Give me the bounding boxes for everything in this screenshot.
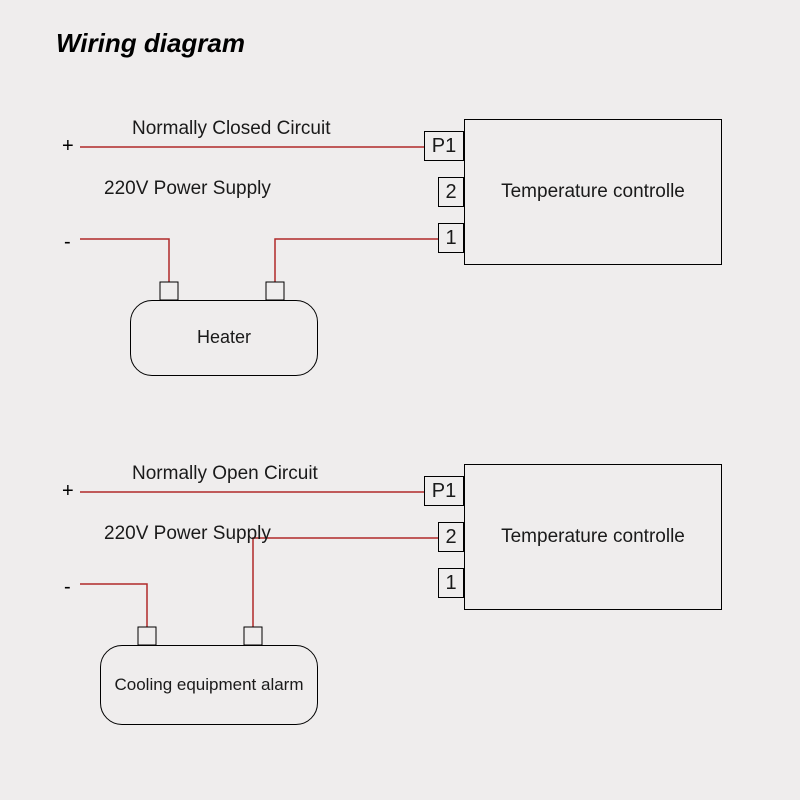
circuit-type-label-bottom: Normally Open Circuit: [132, 463, 318, 485]
terminal-1-bottom: 1: [438, 568, 464, 598]
terminal-p1-bottom: P1: [424, 476, 464, 506]
diagram-title: Wiring diagram: [56, 28, 245, 59]
wiring-diagram: { "title": { "text": "Wiring diagram", "…: [0, 0, 800, 800]
plus-sign-top: +: [62, 135, 74, 158]
minus-sign-top: -: [64, 231, 71, 254]
circuit-type-label-top: Normally Closed Circuit: [132, 118, 331, 140]
terminal-2-top: 2: [438, 177, 464, 207]
temperature-controller-bottom: Temperature controlle: [464, 464, 722, 610]
power-supply-label-top: 220V Power Supply: [104, 178, 271, 200]
minus-sign-bottom: -: [64, 576, 71, 599]
terminal-1-top: 1: [438, 223, 464, 253]
plus-sign-bottom: +: [62, 480, 74, 503]
temperature-controller-top: Temperature controlle: [464, 119, 722, 265]
cooling-equipment-alarm-device: Cooling equipment alarm: [100, 645, 318, 725]
heater-device: Heater: [130, 300, 318, 376]
terminal-2-bottom: 2: [438, 522, 464, 552]
terminal-p1-top: P1: [424, 131, 464, 161]
power-supply-label-bottom: 220V Power Supply: [104, 523, 271, 545]
